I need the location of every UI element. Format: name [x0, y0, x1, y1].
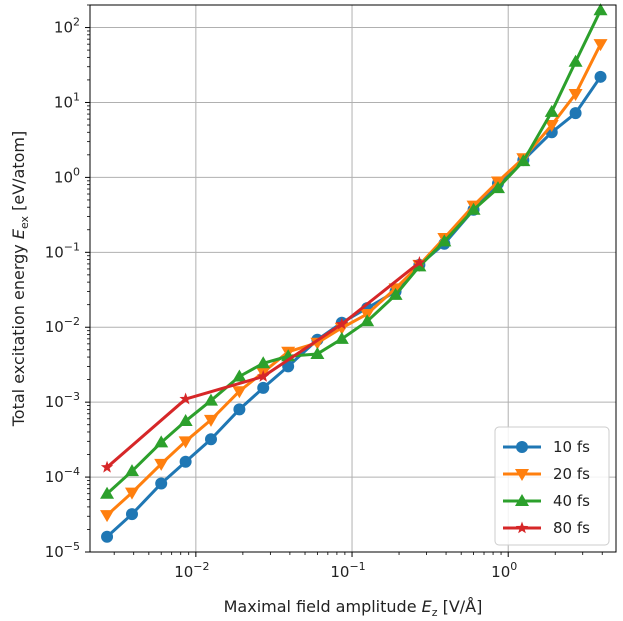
legend-item-20-fs: 20 fs [503, 465, 590, 483]
legend-label: 20 fs [553, 465, 590, 483]
data-point-10-fs [179, 455, 192, 468]
data-point-40-fs [388, 287, 403, 300]
legend-item-80-fs: 80 fs [503, 519, 590, 537]
data-point-20-fs [232, 386, 247, 399]
series-40-fs [100, 3, 608, 499]
x-tick-label: 10−1 [330, 560, 365, 581]
gridlines [90, 5, 616, 553]
legend-marker [516, 441, 528, 453]
y-tick-label: 10−3 [45, 390, 80, 411]
data-point-20-fs [203, 414, 218, 427]
data-point-80-fs [257, 370, 270, 382]
legend-label: 40 fs [553, 492, 590, 510]
legend-item-10-fs: 10 fs [503, 438, 590, 456]
y-tick-label: 10−4 [45, 465, 80, 486]
data-point-40-fs [593, 3, 608, 16]
legend: 10 fs 20 fs 40 fs 80 fs [494, 426, 610, 546]
data-point-40-fs [154, 435, 169, 448]
axis-ticks: 10−2 10−1 100 10−5 10−4 10−3 10−2 10−1 100 101 102 [45, 4, 603, 581]
y-tick-label: 102 [54, 16, 80, 37]
data-point-10-fs [204, 433, 217, 446]
data-point-40-fs [100, 486, 115, 499]
data-point-10-fs [101, 530, 114, 543]
data-point-40-fs [412, 259, 427, 272]
axes-frame [89, 4, 617, 553]
legend-label: 10 fs [553, 438, 590, 456]
legend-box [494, 426, 610, 546]
y-tick-label: 10−5 [45, 540, 80, 561]
data-point-20-fs [100, 510, 115, 523]
x-axis-label: Maximal field amplitude Ez [V/Å] [224, 597, 483, 619]
data-point-40-fs [516, 154, 531, 167]
data-point-40-fs [360, 314, 375, 327]
legend-label: 80 fs [553, 519, 590, 537]
y-tick-label: 10−2 [45, 315, 80, 336]
data-point-40-fs [544, 104, 559, 117]
series-layer [100, 3, 608, 543]
legend-item-40-fs: 40 fs [503, 492, 590, 510]
data-point-40-fs [334, 331, 349, 344]
legend-marker [515, 469, 529, 481]
data-point-20-fs [124, 487, 139, 500]
data-point-20-fs [178, 436, 193, 449]
data-point-20-fs [310, 337, 325, 350]
data-point-10-fs [569, 107, 582, 120]
data-point-40-fs [178, 414, 193, 427]
data-point-40-fs [232, 369, 247, 382]
legend-marker [515, 521, 529, 534]
data-point-10-fs [257, 381, 270, 394]
data-point-40-fs [256, 356, 271, 369]
data-point-20-fs [593, 39, 608, 52]
data-point-80-fs [413, 256, 426, 268]
series-80-fs [100, 256, 426, 473]
data-point-10-fs [233, 403, 246, 416]
y-axis-label: Total excitation energy Eex [eV/atom] [9, 131, 31, 428]
y-tick-label: 100 [54, 165, 80, 186]
data-point-20-fs [568, 88, 583, 101]
x-tick-label: 100 [491, 560, 517, 581]
data-point-40-fs [466, 202, 481, 215]
data-point-10-fs [155, 477, 168, 490]
legend-marker [515, 494, 529, 506]
data-point-10-fs [594, 70, 607, 83]
data-point-80-fs [100, 460, 114, 473]
data-point-20-fs [544, 120, 559, 133]
y-tick-label: 10−1 [45, 240, 80, 261]
data-point-80-fs [335, 317, 348, 330]
data-point-80-fs [179, 392, 192, 405]
data-point-40-fs [490, 181, 505, 194]
data-point-40-fs [310, 346, 325, 359]
data-point-20-fs [154, 458, 169, 471]
data-point-40-fs [124, 464, 139, 477]
data-point-40-fs [437, 234, 452, 247]
data-point-40-fs [568, 54, 583, 67]
y-tick-label: 101 [54, 90, 80, 111]
data-point-10-fs [125, 508, 138, 521]
data-point-40-fs [203, 393, 218, 406]
x-tick-label: 10−2 [174, 560, 209, 581]
